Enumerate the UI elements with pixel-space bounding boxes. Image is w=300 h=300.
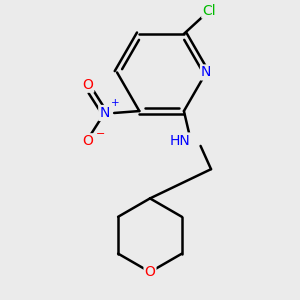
Text: O: O <box>82 134 93 148</box>
Text: −: − <box>96 129 105 140</box>
Text: O: O <box>82 78 93 92</box>
Text: HN: HN <box>170 134 190 148</box>
Text: N: N <box>99 106 110 120</box>
Text: N: N <box>201 65 211 80</box>
Text: O: O <box>145 265 155 279</box>
Text: +: + <box>111 98 120 108</box>
Text: Cl: Cl <box>202 4 216 18</box>
